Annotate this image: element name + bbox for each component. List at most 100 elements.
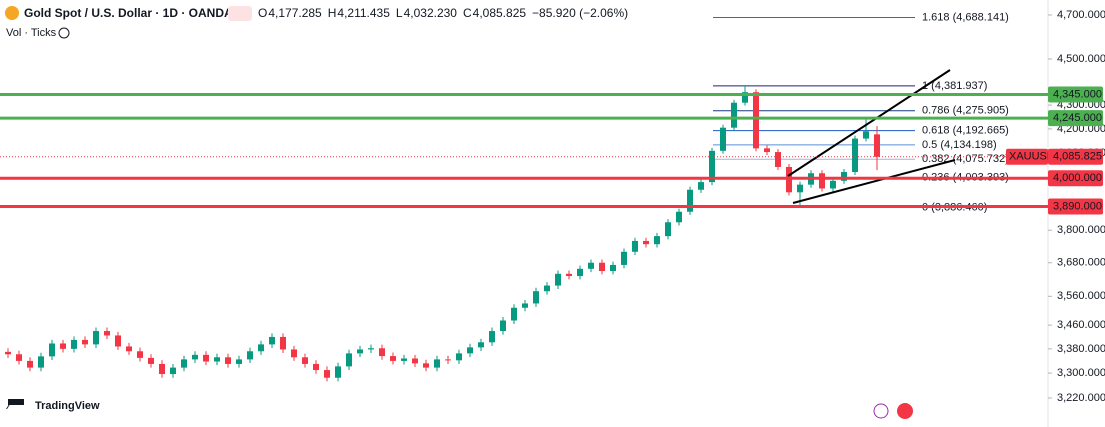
event-icon[interactable] [897,403,913,419]
candle-body [588,262,594,269]
candle-body [148,357,154,364]
level-label: 4,000.000 [1053,172,1102,184]
candle-body [38,356,44,368]
chart-title: Gold Spot / U.S. Dollar · 1D · OANDA [24,6,233,20]
trend-line [787,69,951,177]
candle-body [555,273,561,286]
candle-body [390,356,396,361]
change: −85.920 (−2.06%) [532,6,628,20]
y-tick-label: 3,800.000 [1057,224,1105,236]
y-tick-label: 3,460.000 [1057,319,1105,331]
candle-body [511,307,517,321]
y-tick-label: 3,300.000 [1057,367,1105,379]
candle-body [830,180,836,189]
candle-body [544,285,550,292]
candle-body [115,335,121,347]
chg-badge [228,6,252,21]
y-tick-label: 4,700.000 [1057,9,1105,21]
candle-body [533,291,539,304]
brand-icon: ⁄ [5,400,12,412]
candle-body [456,353,462,361]
fib-label: 0.382 (4,075.732) [922,153,1009,165]
candle-body [874,134,880,157]
y-tick-label: 3,380.000 [1057,343,1105,355]
candle-body [16,354,22,361]
level-badge [1048,86,1103,103]
candle-body [676,211,682,223]
candle-body [434,359,440,368]
candle-body [731,102,737,128]
candle-body [412,358,418,364]
candle-body [60,343,66,349]
candle-body [665,222,671,237]
price-badge [1048,148,1103,165]
eye-icon[interactable] [58,27,70,39]
candle-body [225,357,231,364]
candle-body [863,131,869,139]
candle-body [192,354,198,360]
candle-body [247,351,253,360]
ohlc-key: O [258,6,267,20]
y-tick-label: 3,680.000 [1057,257,1105,269]
candle-body [643,240,649,245]
candle-body [170,367,176,375]
symbol-icon [5,6,19,20]
candle-body [522,303,528,308]
candle-body [610,264,616,272]
y-tick-label: 3,220.000 [1057,392,1105,404]
candle-body [478,342,484,348]
candle-body [368,348,374,350]
y-tick-label: 3,560.000 [1057,290,1105,302]
candle-body [709,150,715,183]
candle-body [720,127,726,151]
symbol-label: XAUUSD [1009,151,1055,163]
candle-body [291,349,297,358]
candle-body [126,346,132,352]
ohlc-value: 4,177.285 [268,6,322,20]
candle-body [159,363,165,375]
trend-line [792,159,956,204]
candle-body [104,331,110,336]
event-icon[interactable] [873,403,889,419]
candle-body [577,268,583,277]
candle-body [654,236,660,245]
price-label: 4,085.825 [1053,151,1102,163]
candle-body [742,92,748,103]
candle-body [819,173,825,189]
level-label: 3,890.000 [1053,200,1102,212]
y-tick-label: 4,500.000 [1057,53,1105,65]
ohlc-value: 4,085.825 [473,6,527,20]
level-badge [1048,110,1103,127]
candle-body [401,358,407,361]
candle-body [423,363,429,368]
fib-label: 0.5 (4,134.198) [922,139,997,151]
candle-body [357,349,363,354]
ohlc-value: 4,211.435 [337,6,390,20]
candle-body [335,366,341,378]
candle-body [753,92,759,149]
ohlc-value: 4,032.230 [404,6,458,20]
ohlc-key: H [328,6,337,20]
candle-body [797,184,803,193]
candle-body [500,320,506,332]
candle-body [93,331,99,345]
candle-body [71,339,77,349]
symbol-badge [1006,148,1048,165]
candle-body [280,336,286,350]
fib-label: 1.618 (4,688.141) [922,11,1009,23]
brand-icon [8,399,24,405]
plot-area: 1.618 (4,688.141) 1 (4,381.937) 0.786 (4,2… [5,11,1009,382]
candle-body [599,262,605,272]
level-label: 4,345.000 [1053,88,1102,100]
candle-body [346,353,352,367]
indicator-legend: Vol · Ticks [6,27,57,39]
candle-body [775,152,781,167]
candle-body [137,351,143,358]
candle-body [632,240,638,252]
ohlc-key: L [396,6,403,20]
candle-body [687,189,693,212]
candle-body [302,357,308,364]
candle-body [445,359,451,361]
candle-body [5,351,11,355]
candle-body [82,339,88,345]
